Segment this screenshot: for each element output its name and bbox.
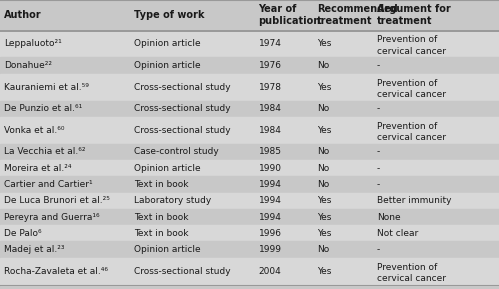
Bar (0, 0, 499, 31)
Text: Yes: Yes (317, 229, 331, 238)
Text: 1994: 1994 (258, 196, 281, 205)
Text: De Punzio et al.⁶¹: De Punzio et al.⁶¹ (4, 104, 82, 113)
Bar (0, 31, 499, 58)
Text: None: None (377, 212, 400, 222)
Text: Opinion article: Opinion article (134, 164, 201, 173)
Text: 1990: 1990 (258, 164, 281, 173)
Text: No: No (317, 61, 329, 70)
Text: Opinion article: Opinion article (134, 40, 201, 49)
Bar (0, 209, 499, 225)
Bar (0, 193, 499, 209)
Text: Case-control study: Case-control study (134, 147, 219, 156)
Text: Prevention of
cervical cancer: Prevention of cervical cancer (377, 35, 446, 56)
Bar (0, 144, 499, 160)
Text: 1996: 1996 (258, 229, 281, 238)
Text: De Palo⁶: De Palo⁶ (4, 229, 41, 238)
Text: Vonka et al.⁶⁰: Vonka et al.⁶⁰ (4, 126, 64, 135)
Text: Text in book: Text in book (134, 180, 188, 189)
Text: Rocha-Zavaleta et al.⁴⁶: Rocha-Zavaleta et al.⁴⁶ (4, 267, 108, 276)
Text: Kauraniemi et al.⁵⁹: Kauraniemi et al.⁵⁹ (4, 83, 89, 92)
Text: Not clear: Not clear (377, 229, 418, 238)
Text: Text in book: Text in book (134, 229, 188, 238)
Text: Yes: Yes (317, 126, 331, 135)
Text: Prevention of
cervical cancer: Prevention of cervical cancer (377, 79, 446, 99)
Text: Moreira et al.²⁴: Moreira et al.²⁴ (4, 164, 71, 173)
Text: Type of work: Type of work (134, 10, 204, 20)
Text: Madej et al.²³: Madej et al.²³ (4, 245, 64, 254)
Text: No: No (317, 180, 329, 189)
Bar (0, 258, 499, 285)
Text: Cross-sectional study: Cross-sectional study (134, 126, 231, 135)
Bar (0, 160, 499, 176)
Text: Cross-sectional study: Cross-sectional study (134, 83, 231, 92)
Text: -: - (377, 180, 380, 189)
Text: Yes: Yes (317, 212, 331, 222)
Text: 1974: 1974 (258, 40, 281, 49)
Bar (0, 58, 499, 74)
Bar (0, 242, 499, 258)
Text: Yes: Yes (317, 40, 331, 49)
Text: -: - (377, 61, 380, 70)
Text: Yes: Yes (317, 267, 331, 276)
Bar (0, 117, 499, 144)
Text: 2004: 2004 (258, 267, 281, 276)
Text: No: No (317, 164, 329, 173)
Text: Prevention of
cervical cancer: Prevention of cervical cancer (377, 122, 446, 142)
Text: No: No (317, 147, 329, 156)
Bar (0, 74, 499, 101)
Text: 1976: 1976 (258, 61, 281, 70)
Text: Better immunity: Better immunity (377, 196, 451, 205)
Text: No: No (317, 245, 329, 254)
Text: 1984: 1984 (258, 126, 281, 135)
Text: 1999: 1999 (258, 245, 281, 254)
Text: -: - (377, 164, 380, 173)
Text: Opinion article: Opinion article (134, 245, 201, 254)
Bar (0, 176, 499, 193)
Text: Yes: Yes (317, 196, 331, 205)
Text: Cartier and Cartier¹: Cartier and Cartier¹ (4, 180, 93, 189)
Text: -: - (377, 104, 380, 113)
Text: 1984: 1984 (258, 104, 281, 113)
Text: 1978: 1978 (258, 83, 281, 92)
Text: Laboratory study: Laboratory study (134, 196, 211, 205)
Text: 1994: 1994 (258, 212, 281, 222)
Text: 1994: 1994 (258, 180, 281, 189)
Text: De Luca Brunori et al.²⁵: De Luca Brunori et al.²⁵ (4, 196, 110, 205)
Bar (0, 225, 499, 242)
Text: Author: Author (4, 10, 41, 20)
Text: La Vecchia et al.⁶²: La Vecchia et al.⁶² (4, 147, 85, 156)
Text: 1985: 1985 (258, 147, 281, 156)
Text: Prevention of
cervical cancer: Prevention of cervical cancer (377, 263, 446, 283)
Text: Cross-sectional study: Cross-sectional study (134, 104, 231, 113)
Text: -: - (377, 245, 380, 254)
Text: Argument for
treatment: Argument for treatment (377, 4, 451, 26)
Text: No: No (317, 104, 329, 113)
Text: Pereyra and Guerra¹⁶: Pereyra and Guerra¹⁶ (4, 212, 100, 222)
Text: Year of
publication: Year of publication (258, 4, 321, 26)
Text: Donahue²²: Donahue²² (4, 61, 52, 70)
Text: Cross-sectional study: Cross-sectional study (134, 267, 231, 276)
Text: Recommended
treatment: Recommended treatment (317, 4, 398, 26)
Text: Yes: Yes (317, 83, 331, 92)
Text: Opinion article: Opinion article (134, 61, 201, 70)
Text: -: - (377, 147, 380, 156)
Text: Text in book: Text in book (134, 212, 188, 222)
Text: Leppaluoto²¹: Leppaluoto²¹ (4, 40, 62, 49)
Bar (0, 101, 499, 117)
